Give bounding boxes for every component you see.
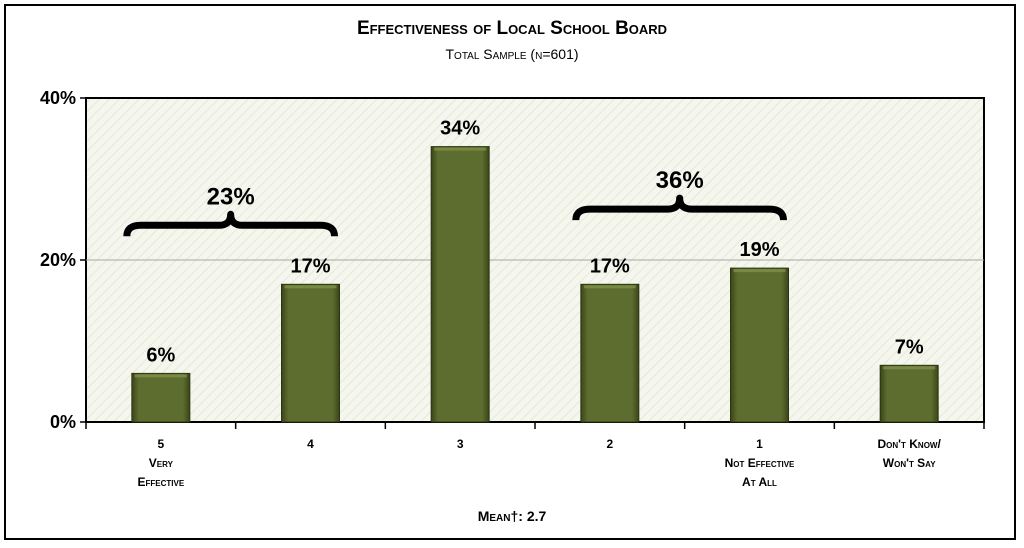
chart-title: Effectiveness of Local School Board: [356, 18, 668, 39]
mean-footer: Mean†: 2.7: [477, 508, 547, 524]
category-label: 1: [756, 437, 763, 451]
bar: [131, 372, 191, 423]
value-label: 7%: [895, 336, 924, 358]
category-label: 2: [606, 437, 613, 451]
category-label: Won't Say: [883, 456, 936, 470]
chart-subtitle: Total Sample (n=601): [445, 46, 579, 62]
category-label: Very: [149, 456, 174, 470]
category-label: Don't Know/: [878, 437, 942, 451]
bar-highlight: [134, 374, 187, 378]
y-tick-label: 0%: [50, 412, 76, 432]
y-tick-label: 40%: [40, 88, 76, 108]
value-label: 19%: [739, 239, 779, 261]
bracket: [123, 210, 338, 237]
bar: [730, 267, 789, 423]
bar: [879, 364, 939, 423]
category-label: Effective: [137, 475, 184, 489]
bar: [430, 146, 490, 423]
bracket-label: 23%: [207, 183, 255, 210]
category-label: 4: [307, 437, 314, 451]
category-label: At All: [742, 475, 777, 489]
value-label: 34%: [440, 118, 480, 140]
bar-highlight: [434, 147, 487, 151]
bar-highlight: [733, 269, 786, 273]
bar: [580, 283, 640, 423]
bracket: [572, 194, 787, 221]
value-label: 17%: [590, 255, 630, 277]
bar: [281, 283, 340, 423]
bar-highlight: [583, 285, 636, 289]
y-tick-label: 20%: [40, 250, 76, 270]
bar-highlight: [284, 285, 337, 289]
bar-highlight: [883, 366, 936, 370]
bracket-label: 36%: [656, 167, 704, 194]
category-label: 3: [457, 437, 464, 451]
value-label: 17%: [290, 255, 330, 277]
category-label: Not Effective: [725, 456, 795, 470]
value-label: 6%: [146, 344, 175, 366]
category-label: 5: [157, 437, 164, 451]
